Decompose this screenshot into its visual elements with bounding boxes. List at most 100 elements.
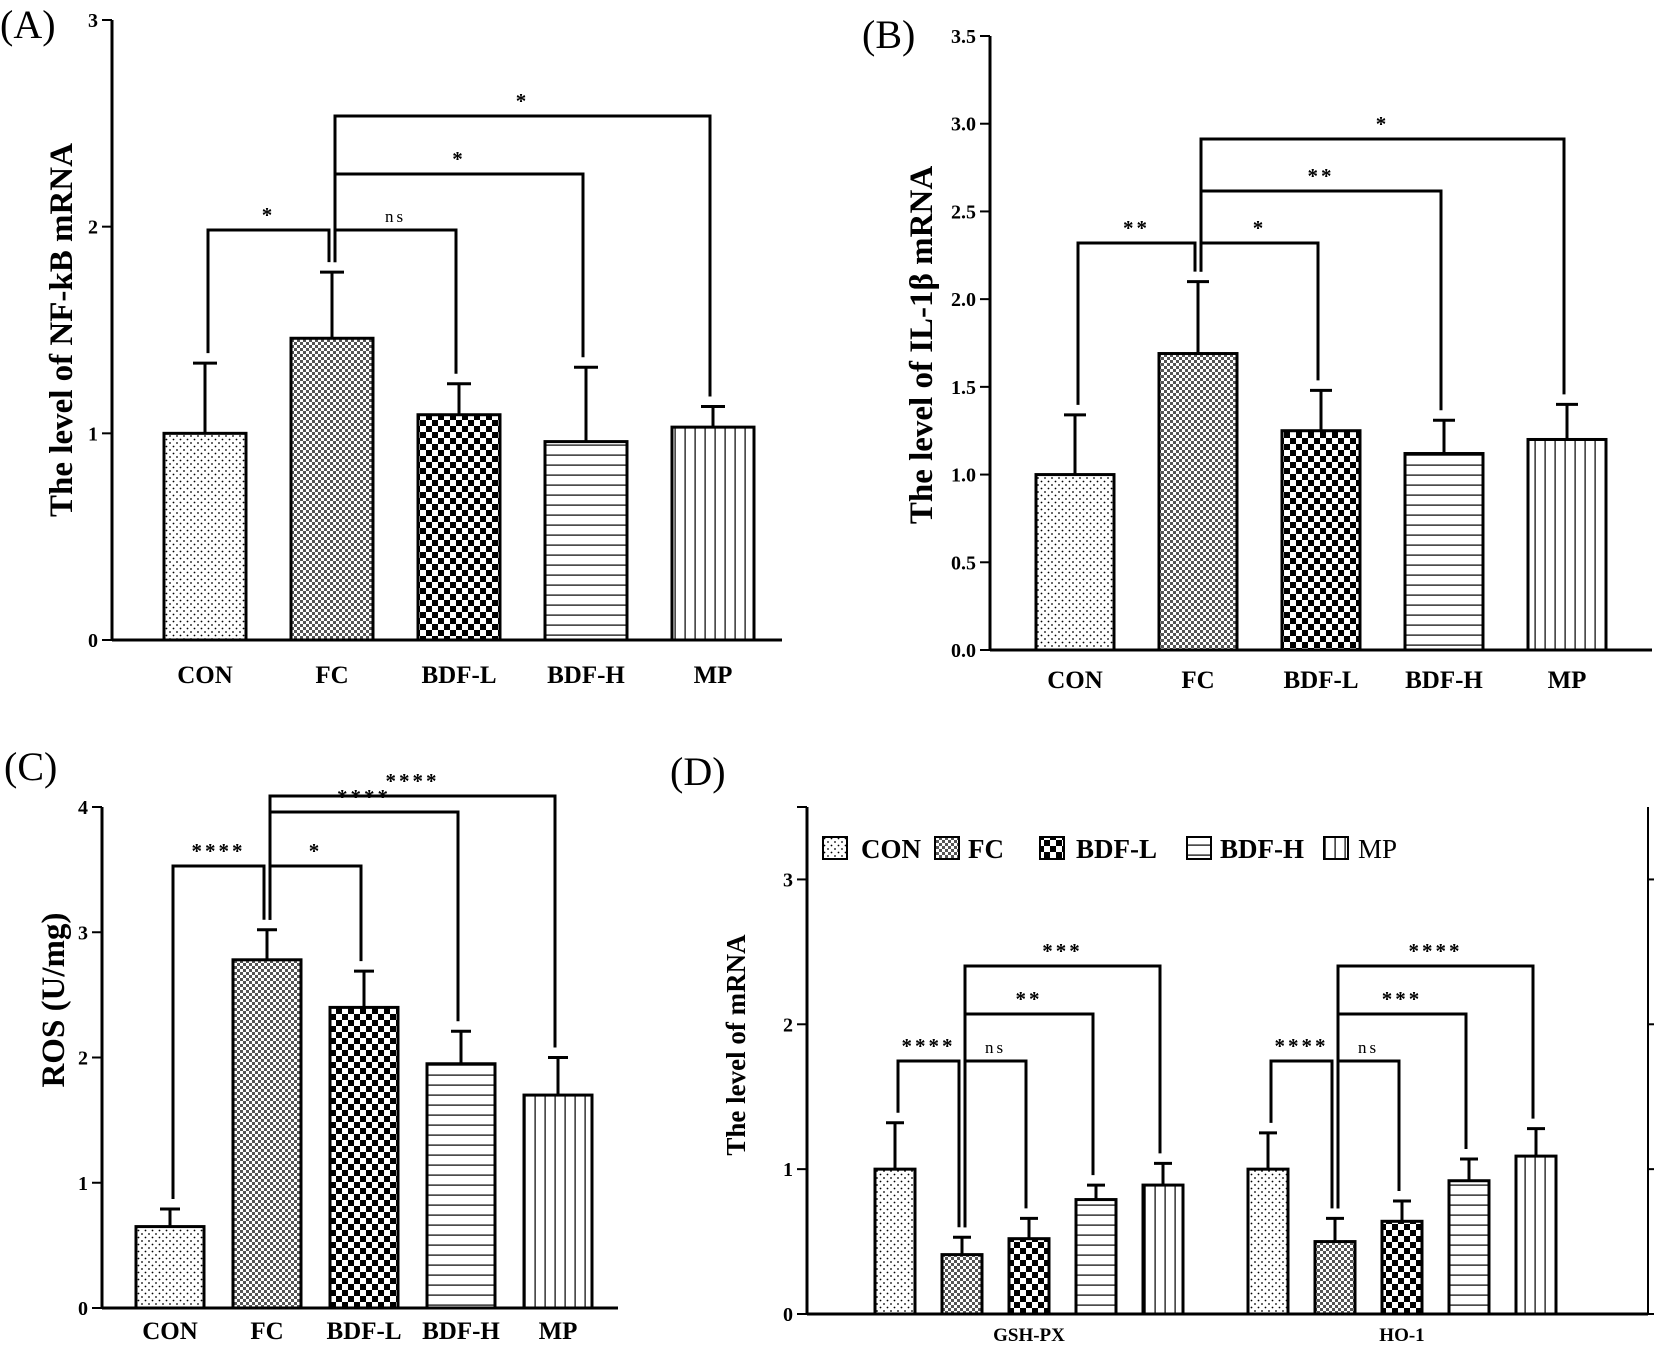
x-tick-label: BDF-L [422, 662, 497, 689]
sig-bracket-2-label: * [452, 147, 466, 171]
legend-swatch-bdfh [1186, 836, 1212, 860]
x-tick-label: CON [177, 662, 233, 689]
sig-bracket-0-label: **** [192, 839, 246, 863]
bar-gsh-px-bdf-h [1074, 1198, 1118, 1316]
bar-con [162, 431, 248, 642]
y-tick-label: 0 [78, 1298, 88, 1320]
y-tick-label: 3 [88, 10, 98, 32]
sig-bracket-1-label: ns [985, 1038, 1006, 1057]
sig-bracket-1 [268, 864, 363, 962]
sig-bracket-2-label: ** [1308, 164, 1335, 188]
y-tick-label: 3.5 [951, 26, 976, 48]
sig-bracket-3 [268, 794, 557, 1048]
x-tick-label: BDF-H [422, 1318, 500, 1345]
y-tick-label: 3.0 [951, 114, 976, 136]
y-tick-label: 1 [78, 1173, 88, 1195]
ylabel-b: The level of IL-1β mRNA [904, 166, 940, 525]
bar-ho-1-bdf-l [1380, 1219, 1424, 1316]
chart-panel-0: 0 1 2 3 CON FC BDF-L BDF-H MP * ns * * [88, 10, 782, 689]
y-tick-label: 0.5 [951, 552, 976, 574]
y-tick-label: 0.0 [951, 640, 976, 662]
sig-bracket-0-label: ** [1123, 216, 1150, 240]
y-tick-label: 2.0 [951, 289, 976, 311]
x-tick-label: MP [1548, 667, 1587, 694]
x-tick-label: MP [539, 1318, 578, 1345]
bar-con [134, 1225, 206, 1310]
bar-gsh-px-mp [1141, 1183, 1185, 1316]
y-tick-label: 2 [78, 1048, 88, 1070]
x-tick-label: FC [1181, 667, 1214, 694]
sig-bracket-6-label: *** [1382, 987, 1423, 1011]
sig-bracket-0-label: * [262, 203, 276, 227]
bar-ho-1-con [1246, 1167, 1290, 1316]
sig-bracket-0 [896, 1059, 961, 1228]
sig-bracket-4 [1269, 1059, 1334, 1209]
sig-bracket-2 [333, 172, 585, 358]
sig-bracket-4-label: **** [1275, 1034, 1329, 1058]
y-tick-label: 3 [78, 922, 88, 944]
bar-bdf-l [328, 1005, 400, 1310]
legend-swatch-fc [934, 836, 960, 860]
sig-bracket-3 [963, 964, 1162, 1228]
x-tick-label: CON [1047, 667, 1103, 694]
legend-swatch-con [822, 836, 848, 860]
x-group-label: GSH-PX [993, 1325, 1065, 1346]
bar-gsh-px-fc [940, 1253, 984, 1316]
y-tick-label: 2.5 [951, 201, 976, 223]
panel-label-c: (C) [4, 744, 57, 789]
bar-mp [1526, 437, 1608, 652]
bar-bdf-l [1280, 429, 1362, 652]
bar-gsh-px-con [873, 1167, 917, 1316]
ylabel-c: ROS (U/mg) [36, 912, 72, 1087]
ylabel-d: The level of mRNA [721, 934, 751, 1156]
sig-bracket-3 [1199, 137, 1566, 395]
y-tick-label: 4 [78, 797, 88, 819]
y-tick-label: 2 [88, 217, 98, 239]
bar-fc [1157, 352, 1239, 652]
bar-ho-1-bdf-h [1447, 1179, 1491, 1316]
sig-bracket-3-label: * [516, 89, 530, 113]
x-tick-label: BDF-L [327, 1318, 402, 1345]
panel-label-a: (A) [0, 2, 56, 47]
bar-fc [231, 958, 303, 1310]
y-tick-label: 1 [88, 423, 98, 445]
sig-bracket-3-label: **** [386, 769, 440, 793]
sig-bracket-0-label: **** [902, 1034, 956, 1058]
legend-label-con: CON [861, 834, 922, 864]
sig-bracket-2-label: ** [1016, 987, 1043, 1011]
ylabel-a: The level of NF-kB mRNA [44, 143, 80, 517]
bar-mp [670, 425, 756, 642]
sig-bracket-7 [1336, 964, 1535, 1209]
sig-bracket-5 [1336, 1059, 1401, 1209]
legend-label-fc: FC [968, 834, 1004, 864]
bar-fc [289, 336, 375, 642]
bar-con [1034, 473, 1116, 652]
x-tick-label: BDF-L [1284, 667, 1359, 694]
panel-label-b: (B) [862, 12, 915, 57]
sig-bracket-0 [1076, 241, 1197, 405]
sig-bracket-1-label: * [1253, 216, 1267, 240]
sig-bracket-1-label: * [309, 839, 323, 863]
legend-label-mp: MP [1358, 834, 1397, 864]
bar-bdf-h [1403, 452, 1485, 652]
x-group-label: HO-1 [1379, 1325, 1424, 1346]
legend-label-bdfl: BDF-L [1076, 834, 1157, 864]
bar-ho-1-fc [1313, 1240, 1357, 1316]
y-tick-label: 0 [88, 630, 98, 652]
bar-bdf-h [543, 440, 629, 642]
sig-bracket-0 [206, 228, 331, 354]
bar-gsh-px-bdf-l [1007, 1237, 1051, 1316]
y-tick-label: 0 [783, 1304, 793, 1326]
sig-bracket-3-label: *** [1042, 939, 1083, 963]
sig-bracket-0 [171, 864, 266, 1200]
y-tick-label: 1.5 [951, 377, 976, 399]
y-tick-label: 3 [783, 869, 793, 891]
x-tick-label: MP [694, 662, 733, 689]
chart-panel-1: 0.0 0.5 1.0 1.5 2.0 2.5 3.0 3.5 CON FC BDF-L BDF-H M… [951, 26, 1652, 694]
x-tick-label: BDF-H [1405, 667, 1483, 694]
y-tick-label: 1 [783, 1159, 793, 1181]
legend-swatch-mp [1323, 836, 1349, 860]
x-tick-label: FC [250, 1318, 283, 1345]
sig-bracket-5-label: ns [1358, 1038, 1379, 1057]
